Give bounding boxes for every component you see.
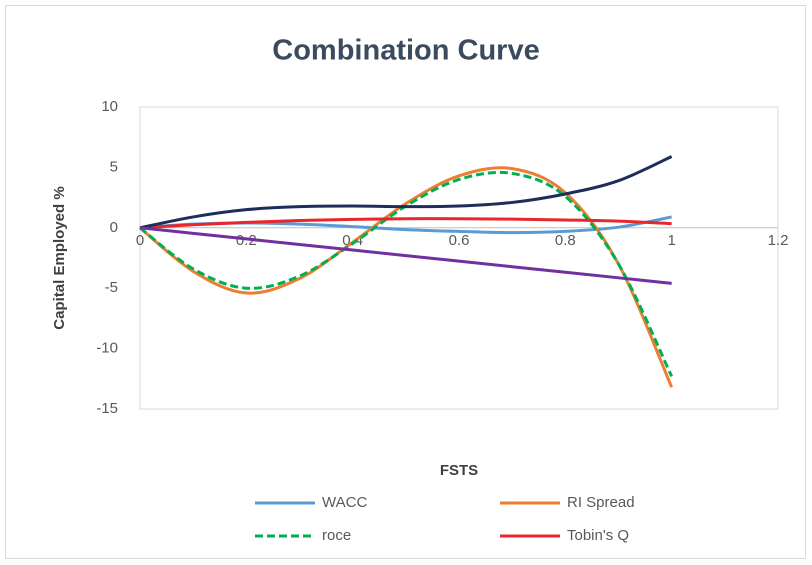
- y-tick-label: 10: [101, 98, 118, 115]
- y-tick-label: -5: [105, 279, 118, 296]
- y-tick-label: 0: [110, 219, 118, 236]
- chart-border: [5, 5, 806, 559]
- legend-label: WACC: [322, 494, 367, 511]
- y-tick-label: -15: [96, 400, 118, 417]
- legend-label: RI Spread: [567, 494, 635, 511]
- y-tick-label: -10: [96, 340, 118, 357]
- series-line: [139, 217, 672, 230]
- x-tick-label: 0.8: [555, 232, 576, 249]
- plot-area: [139, 106, 779, 410]
- series-line: [139, 170, 674, 378]
- chart-title: Combination Curve: [272, 35, 539, 67]
- x-tick-label: 1: [667, 232, 675, 249]
- x-tick-label: 0: [136, 232, 144, 249]
- y-axis-title: Capital Employed %: [51, 186, 68, 329]
- legend-label: Tobin's Q: [567, 527, 629, 544]
- legend-label: roce: [322, 527, 351, 544]
- x-tick-label: 0.6: [449, 232, 470, 249]
- x-tick-label: 1.2: [768, 232, 789, 249]
- y-tick-label: 5: [110, 158, 118, 175]
- series-line: [139, 155, 673, 230]
- x-axis-title: FSTS: [440, 462, 478, 479]
- series-line: [139, 226, 672, 285]
